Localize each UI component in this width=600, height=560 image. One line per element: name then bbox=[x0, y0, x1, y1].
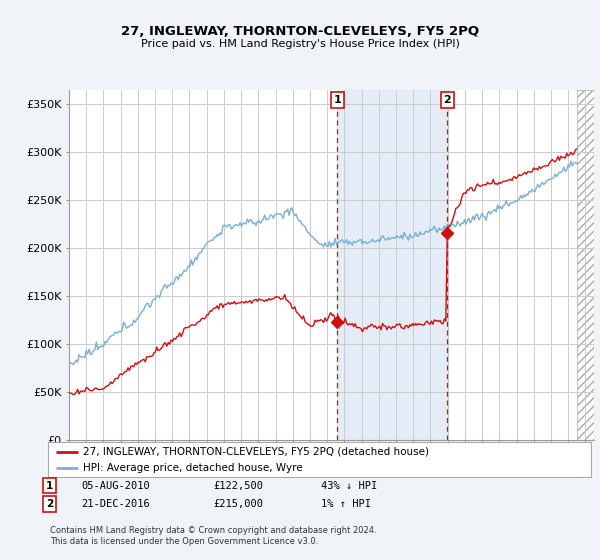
Text: 1% ↑ HPI: 1% ↑ HPI bbox=[321, 499, 371, 509]
Bar bbox=[337, 90, 447, 440]
Text: 2: 2 bbox=[443, 95, 451, 105]
Text: Price paid vs. HM Land Registry's House Price Index (HPI): Price paid vs. HM Land Registry's House … bbox=[140, 39, 460, 49]
Bar bbox=[577, 90, 594, 440]
Text: £122,500: £122,500 bbox=[213, 480, 263, 491]
Text: £215,000: £215,000 bbox=[213, 499, 263, 509]
Text: 43% ↓ HPI: 43% ↓ HPI bbox=[321, 480, 377, 491]
Text: 1: 1 bbox=[334, 95, 341, 105]
Text: 27, INGLEWAY, THORNTON-CLEVELEYS, FY5 2PQ: 27, INGLEWAY, THORNTON-CLEVELEYS, FY5 2P… bbox=[121, 25, 479, 38]
Text: 05-AUG-2010: 05-AUG-2010 bbox=[81, 480, 150, 491]
Text: 21-DEC-2016: 21-DEC-2016 bbox=[81, 499, 150, 509]
Text: 1: 1 bbox=[46, 480, 53, 491]
Text: 27, INGLEWAY, THORNTON-CLEVELEYS, FY5 2PQ (detached house): 27, INGLEWAY, THORNTON-CLEVELEYS, FY5 2P… bbox=[83, 447, 429, 457]
Text: 2: 2 bbox=[46, 499, 53, 509]
Text: Contains HM Land Registry data © Crown copyright and database right 2024.
This d: Contains HM Land Registry data © Crown c… bbox=[50, 526, 376, 546]
Text: HPI: Average price, detached house, Wyre: HPI: Average price, detached house, Wyre bbox=[83, 463, 303, 473]
